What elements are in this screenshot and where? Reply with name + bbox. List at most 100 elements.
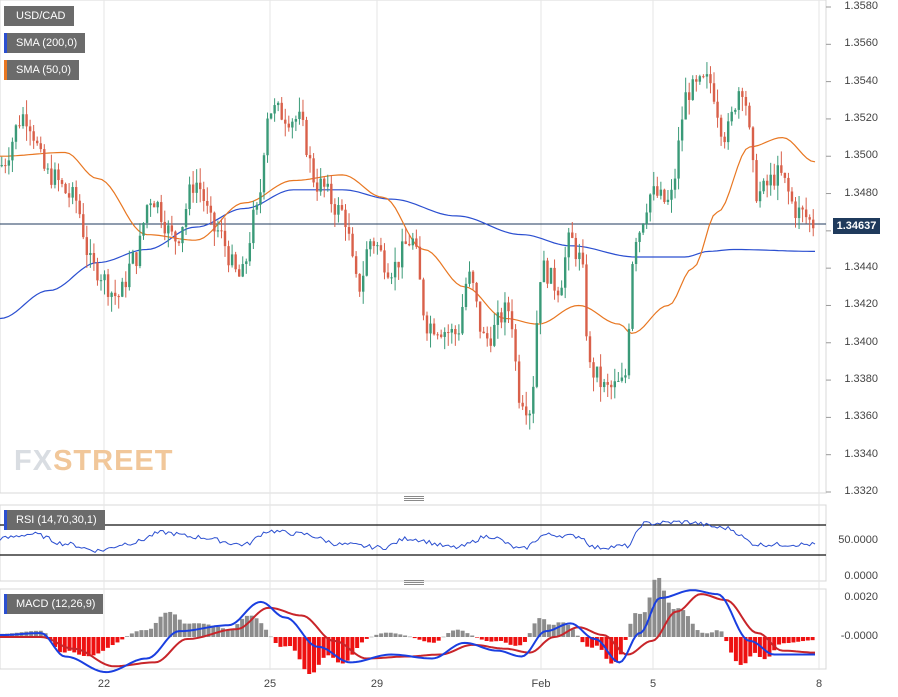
candle-body	[649, 194, 652, 213]
macd-histogram-bar	[62, 637, 67, 653]
macd-histogram-bar	[455, 629, 460, 637]
candle-body	[181, 226, 184, 244]
macd-histogram-bar	[709, 632, 714, 637]
candle-body	[450, 329, 453, 333]
candle-body	[379, 245, 383, 251]
macd-histogram-bar	[355, 637, 360, 649]
macd-histogram-bar	[805, 637, 810, 641]
macd-tick-label: -0.0000	[840, 630, 878, 642]
macd-histogram-bar	[254, 618, 259, 637]
candle-body	[106, 274, 110, 297]
macd-histogram-bar	[676, 608, 681, 637]
macd-histogram-bar	[72, 637, 77, 653]
candle-body	[372, 241, 376, 246]
macd-histogram-bar	[235, 624, 240, 637]
macd-histogram-bar	[105, 637, 110, 648]
candle-body	[188, 184, 191, 210]
candle-body	[439, 334, 443, 337]
pane-splitter-handle[interactable]	[404, 496, 424, 502]
candle-body	[500, 312, 503, 323]
time-tick-label: 22	[97, 678, 111, 690]
candle-body	[432, 323, 436, 335]
candle-body	[588, 336, 592, 363]
macd-histogram-bar	[585, 637, 590, 647]
candle-body	[447, 332, 450, 334]
macd-histogram-bar	[427, 637, 432, 643]
macd-histogram-bar	[796, 637, 801, 642]
candle-body	[422, 279, 425, 316]
candle-body	[160, 202, 163, 222]
candle-body	[262, 155, 266, 193]
candle-body	[46, 168, 50, 170]
candle-body	[408, 243, 411, 246]
candle-body	[680, 119, 684, 141]
macd-histogram-bar	[278, 637, 283, 647]
macd-histogram-bar	[762, 637, 767, 660]
macd-histogram-bar	[91, 637, 96, 656]
rsi-label[interactable]: RSI (14,70,30,1)	[4, 510, 105, 530]
candle-body	[209, 205, 213, 213]
candle-body	[156, 202, 159, 208]
candle-body	[673, 178, 677, 190]
candle-body	[741, 91, 744, 97]
candle-body	[39, 143, 42, 150]
macd-histogram-bar	[719, 631, 724, 637]
sma200-label[interactable]: SMA (200,0)	[4, 33, 86, 53]
candle-body	[585, 264, 588, 337]
price-tick-label: 1.3560	[844, 37, 878, 50]
macd-histogram-bar	[268, 636, 273, 638]
candle-body	[521, 402, 524, 407]
candle-body	[783, 172, 787, 178]
sma200-text: SMA (200,0)	[16, 37, 78, 49]
candle-body	[666, 199, 670, 202]
macd-histogram-bar	[537, 618, 542, 637]
candle-body	[128, 263, 131, 288]
price-tick-label: 1.3440	[844, 261, 878, 274]
price-tick-label: 1.3360	[844, 410, 878, 423]
macd-histogram-bar	[580, 637, 585, 643]
macd-histogram-bar	[292, 637, 297, 651]
pane-splitter-handle[interactable]	[404, 580, 424, 586]
candle-body	[620, 377, 624, 381]
candle-body	[751, 127, 755, 161]
candle-body	[269, 113, 273, 119]
candle-body	[82, 214, 85, 238]
candle-body	[117, 296, 120, 298]
candle-body	[138, 235, 142, 267]
candle-body	[397, 261, 400, 268]
candle-body	[135, 252, 138, 267]
macd-histogram-bar	[460, 630, 465, 637]
macd-layer	[0, 577, 815, 674]
rsi-line	[0, 520, 816, 554]
macd-histogram-bar	[733, 637, 738, 662]
macd-histogram-bar	[767, 637, 772, 657]
candle-body	[74, 187, 78, 201]
candle-body	[220, 230, 223, 232]
macd-histogram-bar	[316, 637, 321, 665]
price-tick-label: 1.3580	[844, 0, 878, 12]
candle-body	[801, 207, 804, 210]
candle-body	[344, 209, 347, 228]
candle-body	[142, 222, 145, 236]
candle-body	[92, 253, 96, 263]
macd-histogram-bar	[149, 628, 154, 637]
candle-body	[393, 261, 397, 278]
sma50-label[interactable]: SMA (50,0)	[4, 60, 80, 80]
macd-histogram-bar	[67, 637, 72, 651]
macd-histogram-bar	[335, 637, 340, 663]
candle-body	[312, 158, 315, 183]
candle-body	[776, 165, 779, 186]
sma50-line	[0, 136, 816, 335]
macd-label[interactable]: MACD (12,26,9)	[4, 594, 104, 614]
candle-body	[797, 207, 801, 219]
macd-histogram-bar	[225, 629, 230, 637]
macd-color-bar	[4, 594, 7, 614]
macd-histogram-bar	[724, 637, 729, 642]
candle-body	[493, 324, 496, 346]
macd-histogram-bar	[283, 637, 288, 647]
rsi-text: RSI (14,70,30,1)	[16, 514, 97, 526]
symbol-label[interactable]: USD/CAD	[4, 6, 74, 26]
macd-histogram-bar	[489, 637, 494, 642]
candle-body	[287, 123, 290, 128]
candle-body	[709, 74, 712, 84]
